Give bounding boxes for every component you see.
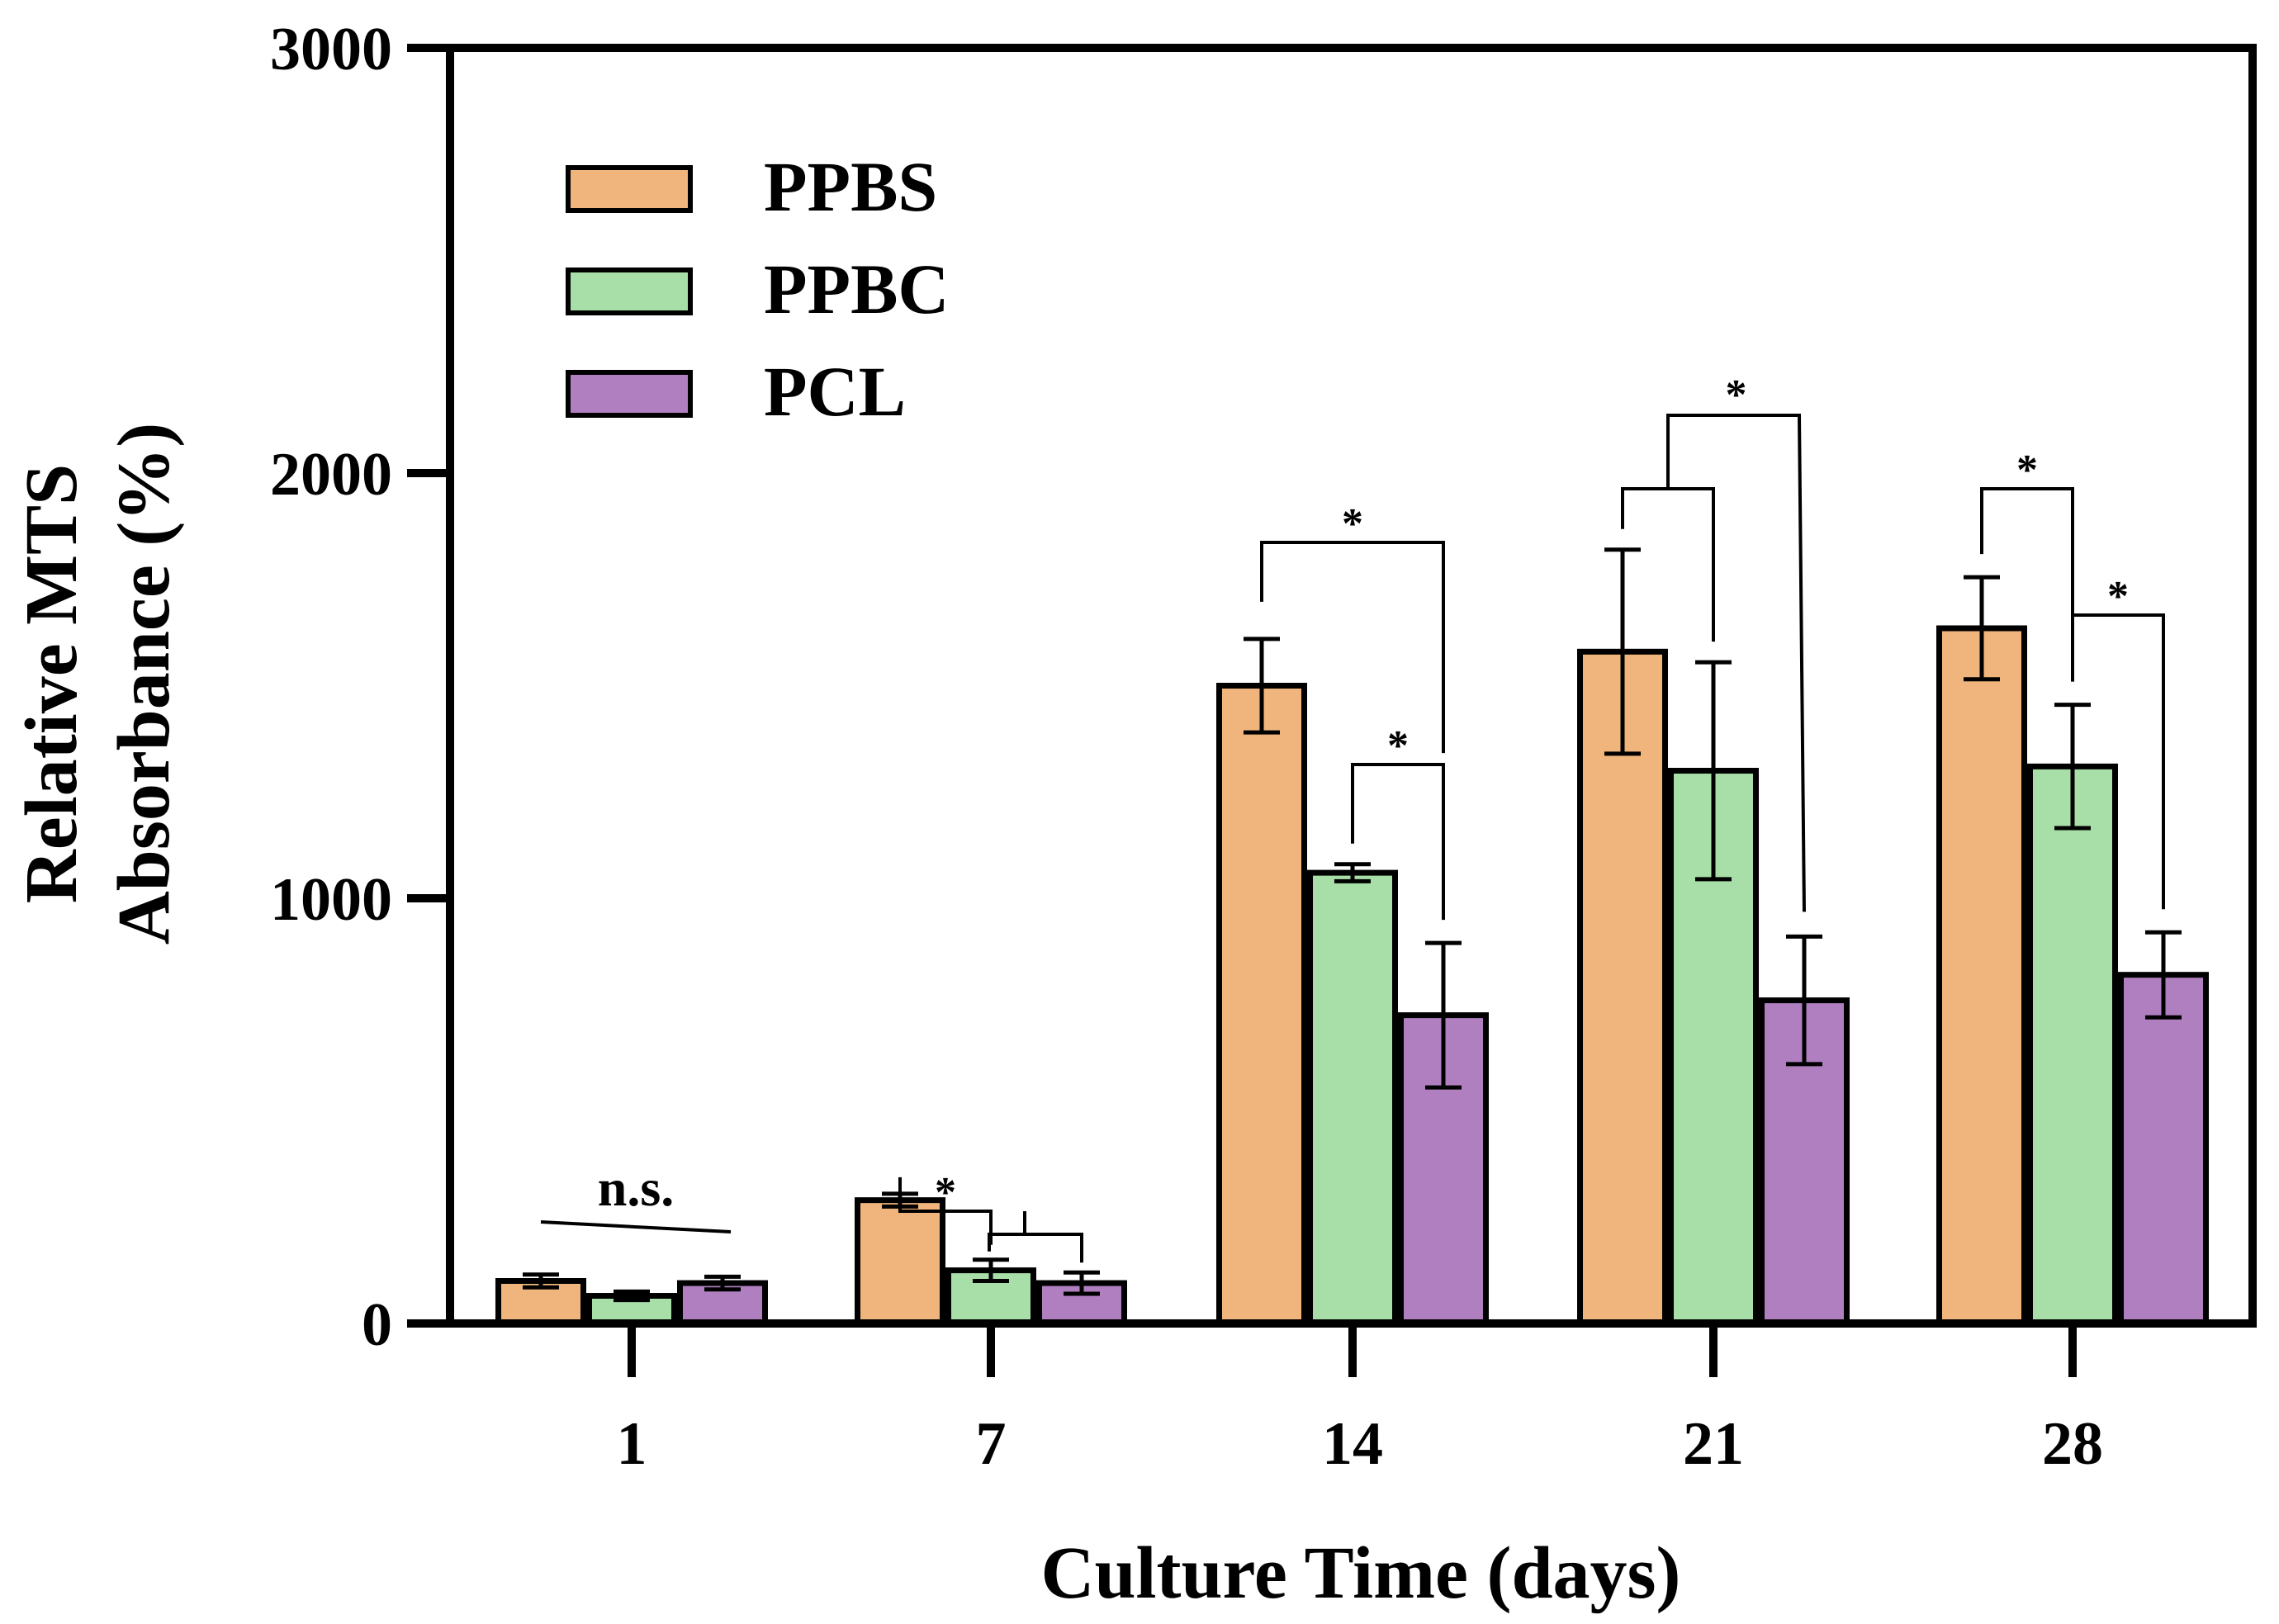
x-tick-label-28: 28: [2042, 1410, 2103, 1478]
legend-label-ppbc: PPBC: [764, 249, 950, 329]
sig-day-7-inner-line: [988, 1233, 1083, 1263]
ns-line-day-1: [540, 1220, 732, 1233]
sig-day-28-ppbc-pcl-line: [2071, 613, 2165, 910]
sig-day-21-label: *: [1726, 372, 1747, 419]
error-bar-ppbs-day-1: [523, 1272, 559, 1290]
bar-ppbs-day-21: [1577, 648, 1668, 1327]
error-bar-pcl-day-28: [2145, 930, 2182, 1020]
sig-day-28-ppbs-ppbc-label: *: [2016, 447, 2038, 494]
error-bar-pcl-day-7: [1064, 1270, 1100, 1296]
legend-label-ppbs: PPBS: [764, 147, 937, 226]
y-axis-title-line-2: Absorbance (%): [103, 423, 185, 945]
sig-day-14-ppbs-pcl-label: *: [1342, 500, 1363, 547]
error-bar-ppbs-day-28: [1964, 575, 2000, 682]
sig-day-14-ppbs-pcl-line: [1260, 541, 1445, 754]
legend-swatch-ppbc: [566, 268, 693, 315]
error-bar-ppbc-day-14: [1334, 862, 1371, 883]
x-tick-label-7: 7: [976, 1410, 1007, 1478]
error-bar-ppbc-day-7: [973, 1257, 1009, 1283]
bar-ppbs-day-7: [855, 1197, 945, 1327]
error-bar-pcl-day-14: [1425, 940, 1462, 1090]
y-tick-label-2000: 2000: [270, 441, 392, 509]
error-bar-ppbs-day-14: [1244, 637, 1280, 735]
error-bar-pcl-day-1: [704, 1274, 741, 1292]
x-axis-title: Culture Time (days): [1040, 1532, 1680, 1614]
plot-area: 0 1000 2000 3000 1 7 14 21 28 PPBS PPBC PCL n.s. * * * *…: [270, 16, 2257, 1478]
error-bar-pcl-day-21: [1786, 934, 1822, 1067]
error-bar-ppbc-day-21: [1695, 660, 1732, 882]
y-tick-label-1000: 1000: [270, 866, 392, 934]
bar-pcl-day-28: [2118, 972, 2209, 1327]
x-tick-label-14: 14: [1322, 1410, 1383, 1478]
sig-day-28-ppbc-pcl-label: *: [2107, 573, 2129, 620]
error-bar-ppbc-day-1: [614, 1289, 650, 1303]
sig-day-28-ppbs-ppbc-line: [1980, 487, 2074, 651]
legend-swatch-ppbs: [566, 165, 693, 213]
bar-ppbs-day-28: [1936, 625, 2027, 1327]
sig-day-7-ppbs-pcl-outer-label: *: [935, 1169, 956, 1216]
y-axis-title: Relative MTS Absorbance (%): [11, 423, 185, 945]
legend-swatch-pcl: [566, 370, 693, 418]
sig-day-21-inner-line: [1621, 487, 1715, 642]
legend-label-pcl: PCL: [764, 352, 906, 431]
x-tick-label-21: 21: [1683, 1410, 1744, 1478]
bar-ppbc-day-14: [1307, 869, 1398, 1327]
y-tick-label-0: 0: [362, 1291, 392, 1359]
bar-ppbs-day-14: [1216, 683, 1307, 1327]
y-axis-title-line-1: Relative MTS: [11, 464, 92, 903]
sig-day-7-ppbs-pcl-outer-line: [898, 1177, 993, 1245]
y-tick-label-3000: 3000: [270, 16, 392, 83]
sig-day-21-outer-line: [1666, 414, 1806, 912]
ns-label-day-1: n.s.: [598, 1158, 675, 1217]
sig-day-14-ppbc-pcl-label: *: [1387, 722, 1409, 769]
x-tick-label-1: 1: [617, 1410, 647, 1478]
error-bar-ppbc-day-28: [2054, 703, 2091, 831]
error-bar-ppbs-day-21: [1604, 547, 1641, 756]
sig-day-14-ppbc-pcl-line: [1351, 763, 1445, 921]
bar-ppbc-day-28: [2027, 763, 2118, 1327]
